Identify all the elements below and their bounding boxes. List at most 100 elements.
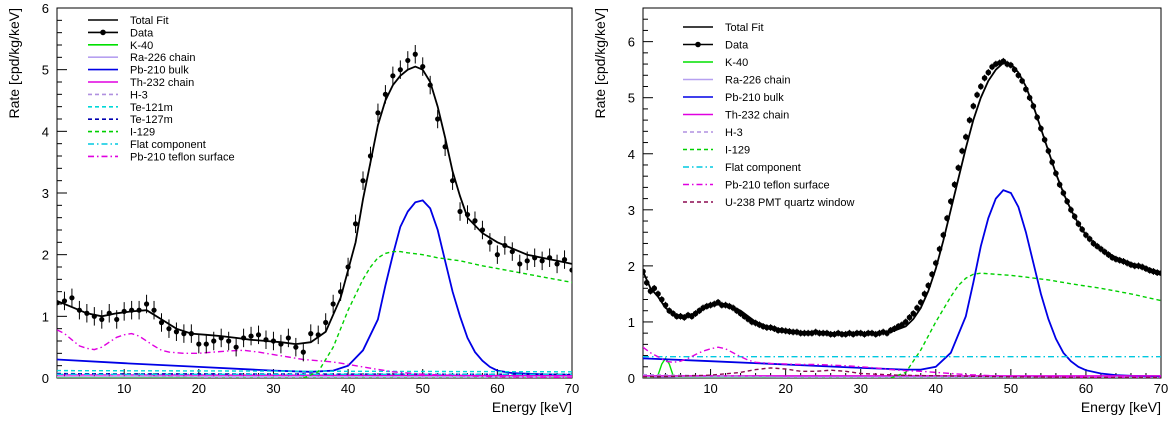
data-point <box>233 344 239 350</box>
data-point <box>166 326 172 332</box>
data-point <box>226 338 232 344</box>
data-point <box>1034 114 1040 121</box>
data-point <box>345 264 351 270</box>
series-pb-210-bulk <box>643 189 1161 378</box>
data-point <box>914 305 920 311</box>
data-point <box>1071 213 1078 220</box>
data-point <box>99 316 105 323</box>
data-point <box>338 289 344 295</box>
data-point <box>547 255 553 261</box>
data-point <box>308 331 314 337</box>
data-point <box>974 92 980 98</box>
data-point <box>472 218 478 224</box>
legend-marker <box>100 29 106 36</box>
x-tick-label: 70 <box>565 381 579 396</box>
legend-label: K-40 <box>725 57 748 69</box>
y-tick-label: 1 <box>628 315 635 330</box>
plot-area <box>643 57 1161 378</box>
data-point <box>240 335 247 341</box>
data-point <box>1019 78 1025 84</box>
data-point <box>959 148 965 154</box>
data-point <box>940 232 947 238</box>
data-point <box>1158 270 1161 276</box>
data-point <box>300 349 306 355</box>
legend-label: I-129 <box>725 145 750 157</box>
data-point <box>315 332 321 338</box>
data-point <box>487 239 493 245</box>
data-point <box>420 63 426 70</box>
legend-marker <box>695 41 701 48</box>
series-total-fit <box>643 61 1161 335</box>
x-tick-label: 40 <box>929 381 943 396</box>
data-point <box>1045 148 1052 154</box>
legend-label: Th-232 chain <box>725 110 789 122</box>
legend-label: Te-127m <box>130 114 173 126</box>
data-point <box>91 313 97 319</box>
legend-label: Pb-210 teflon surface <box>725 180 830 192</box>
x-tick-label: 30 <box>266 381 280 396</box>
data-point <box>985 69 992 76</box>
data-point <box>925 282 932 289</box>
data-point <box>151 307 157 313</box>
data-point <box>963 134 969 140</box>
data-point <box>643 279 650 286</box>
data-point <box>375 110 381 116</box>
legend-label: Th-232 chain <box>130 77 194 89</box>
legend-label: Pb-210 teflon surface <box>130 151 235 163</box>
legend-label: Total Fit <box>725 22 764 34</box>
data-point <box>655 291 661 297</box>
legend-label: Ra-226 chain <box>130 52 195 64</box>
data-point <box>966 117 973 123</box>
data-point <box>121 308 127 314</box>
chart-panel-2: 10 20 30 40 50 60 70 0 1 2 3 4 5 6 Energy [keV] Rate [c… <box>592 7 1168 415</box>
data-point <box>57 300 60 306</box>
data-point <box>278 341 284 347</box>
data-point <box>464 211 471 218</box>
data-point <box>158 319 165 326</box>
y-tick-label: 2 <box>628 259 635 274</box>
data-point <box>662 302 669 308</box>
data-point <box>1053 170 1059 177</box>
data-point <box>397 67 403 73</box>
y-tick-label: 6 <box>628 35 635 50</box>
data-point <box>196 341 202 347</box>
data-point <box>1075 221 1082 227</box>
data-point <box>1015 72 1022 79</box>
data-point <box>352 221 359 227</box>
data-point <box>285 335 291 341</box>
data-point <box>569 267 572 273</box>
data-point <box>173 329 180 335</box>
data-point <box>442 144 448 150</box>
series-i-129 <box>890 272 1161 378</box>
legend-label: Total Fit <box>130 15 169 27</box>
data-point <box>509 248 515 255</box>
data-point <box>293 344 299 350</box>
legend-label: Pb-210 bulk <box>725 92 784 104</box>
data-point <box>554 261 560 267</box>
data-point <box>651 285 658 292</box>
y-tick-label: 3 <box>628 203 635 218</box>
data-point <box>427 82 433 88</box>
y-tick-label: 2 <box>42 248 49 263</box>
data-point <box>539 258 545 264</box>
data-point <box>1049 159 1055 165</box>
chart-panel-1: 10 20 30 40 50 60 70 0 1 2 3 4 5 6 Energy [keV] Rate [c… <box>6 1 579 415</box>
x-tick-label: 40 <box>341 381 355 396</box>
data-point <box>1056 181 1063 188</box>
data-point <box>449 178 456 184</box>
data-point <box>1026 94 1033 101</box>
legend-label: H-3 <box>130 89 148 101</box>
data-point <box>944 215 950 222</box>
data-point <box>76 307 82 313</box>
x-tick-label: 20 <box>778 381 792 396</box>
data-point <box>330 301 336 307</box>
data-point <box>929 271 935 278</box>
legend-label: K-40 <box>130 40 153 52</box>
data-point <box>1064 198 1070 205</box>
data-point <box>643 268 646 275</box>
data-point <box>390 73 396 79</box>
legend-label: Data <box>725 40 749 52</box>
data-point <box>494 252 500 258</box>
data-point <box>367 153 374 159</box>
y-tick-label: 5 <box>42 63 49 78</box>
